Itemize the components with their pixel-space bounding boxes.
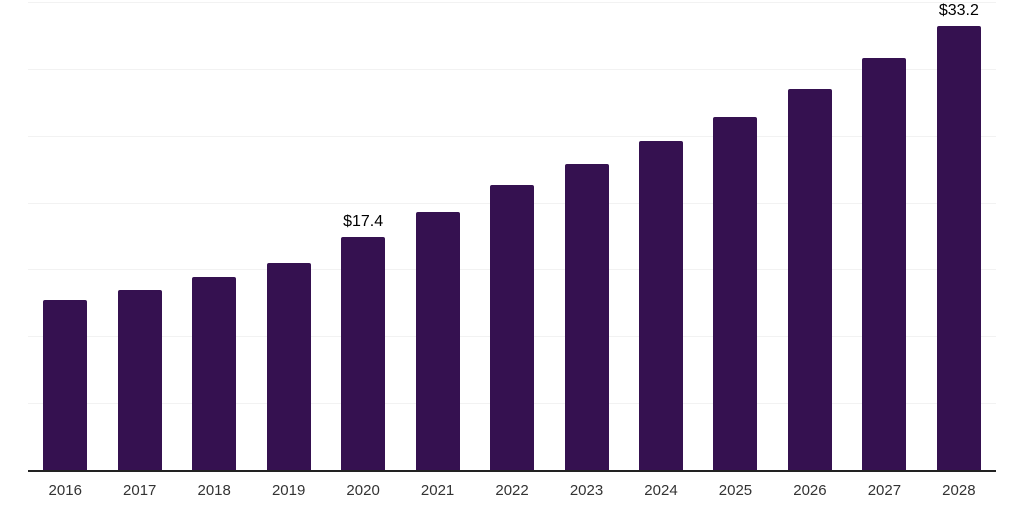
bar-slot (400, 2, 474, 470)
bar-2023 (564, 163, 609, 470)
bars-container: $17.4 $33.2 (28, 2, 996, 470)
bar-2026 (787, 88, 832, 470)
bar-value-label: $17.4 (343, 213, 384, 231)
bar-2022 (490, 185, 535, 470)
bar-slot (624, 2, 698, 470)
x-tick-label: 2016 (48, 482, 82, 499)
x-tick-label: 2020 (346, 482, 380, 499)
x-tick-label: 2021 (420, 482, 455, 499)
x-tick-label: 2024 (644, 482, 678, 499)
bar-slot (28, 2, 102, 470)
x-tick-label: 2023 (569, 482, 604, 499)
gridline (28, 2, 996, 3)
bar-slot (549, 2, 623, 470)
x-tick-label: 2017 (123, 482, 157, 499)
bar-slot (475, 2, 549, 470)
bar-slot (251, 2, 325, 470)
bar-2027 (862, 58, 907, 470)
x-tick-label: 2026 (793, 482, 827, 499)
bar-2020 (341, 237, 386, 470)
bar-slot (698, 2, 772, 470)
x-tick-label: 2027 (867, 482, 902, 499)
bar-slot: $17.4 (326, 2, 400, 470)
x-axis-labels: 2016 2017 2018 2019 2020 2021 2022 2023 2024 2025… (28, 482, 996, 500)
bar-2016 (43, 300, 88, 470)
x-tick-label: 2025 (718, 482, 753, 499)
bar-2021 (415, 211, 460, 470)
x-tick-label: 2028 (942, 482, 976, 499)
x-tick-label: 2018 (197, 482, 231, 499)
bar-2018 (192, 277, 237, 470)
bar-slot: $33.2 (922, 2, 996, 470)
bar-2017 (117, 289, 162, 470)
bar-2024 (638, 141, 683, 470)
bar-2028 (936, 26, 981, 470)
bar-2019 (266, 262, 311, 470)
bar-value-label: $33.2 (938, 2, 979, 20)
x-tick-label: 2022 (495, 482, 529, 499)
bar-slot (177, 2, 251, 470)
bar-slot (102, 2, 176, 470)
bar-2025 (713, 117, 758, 470)
plot-area: $17.4 $33.2 (28, 2, 996, 472)
x-tick-label: 2019 (271, 482, 306, 499)
gridline (28, 68, 996, 70)
bar-slot (773, 2, 847, 470)
bar-slot (847, 2, 921, 470)
gridline (28, 135, 996, 137)
